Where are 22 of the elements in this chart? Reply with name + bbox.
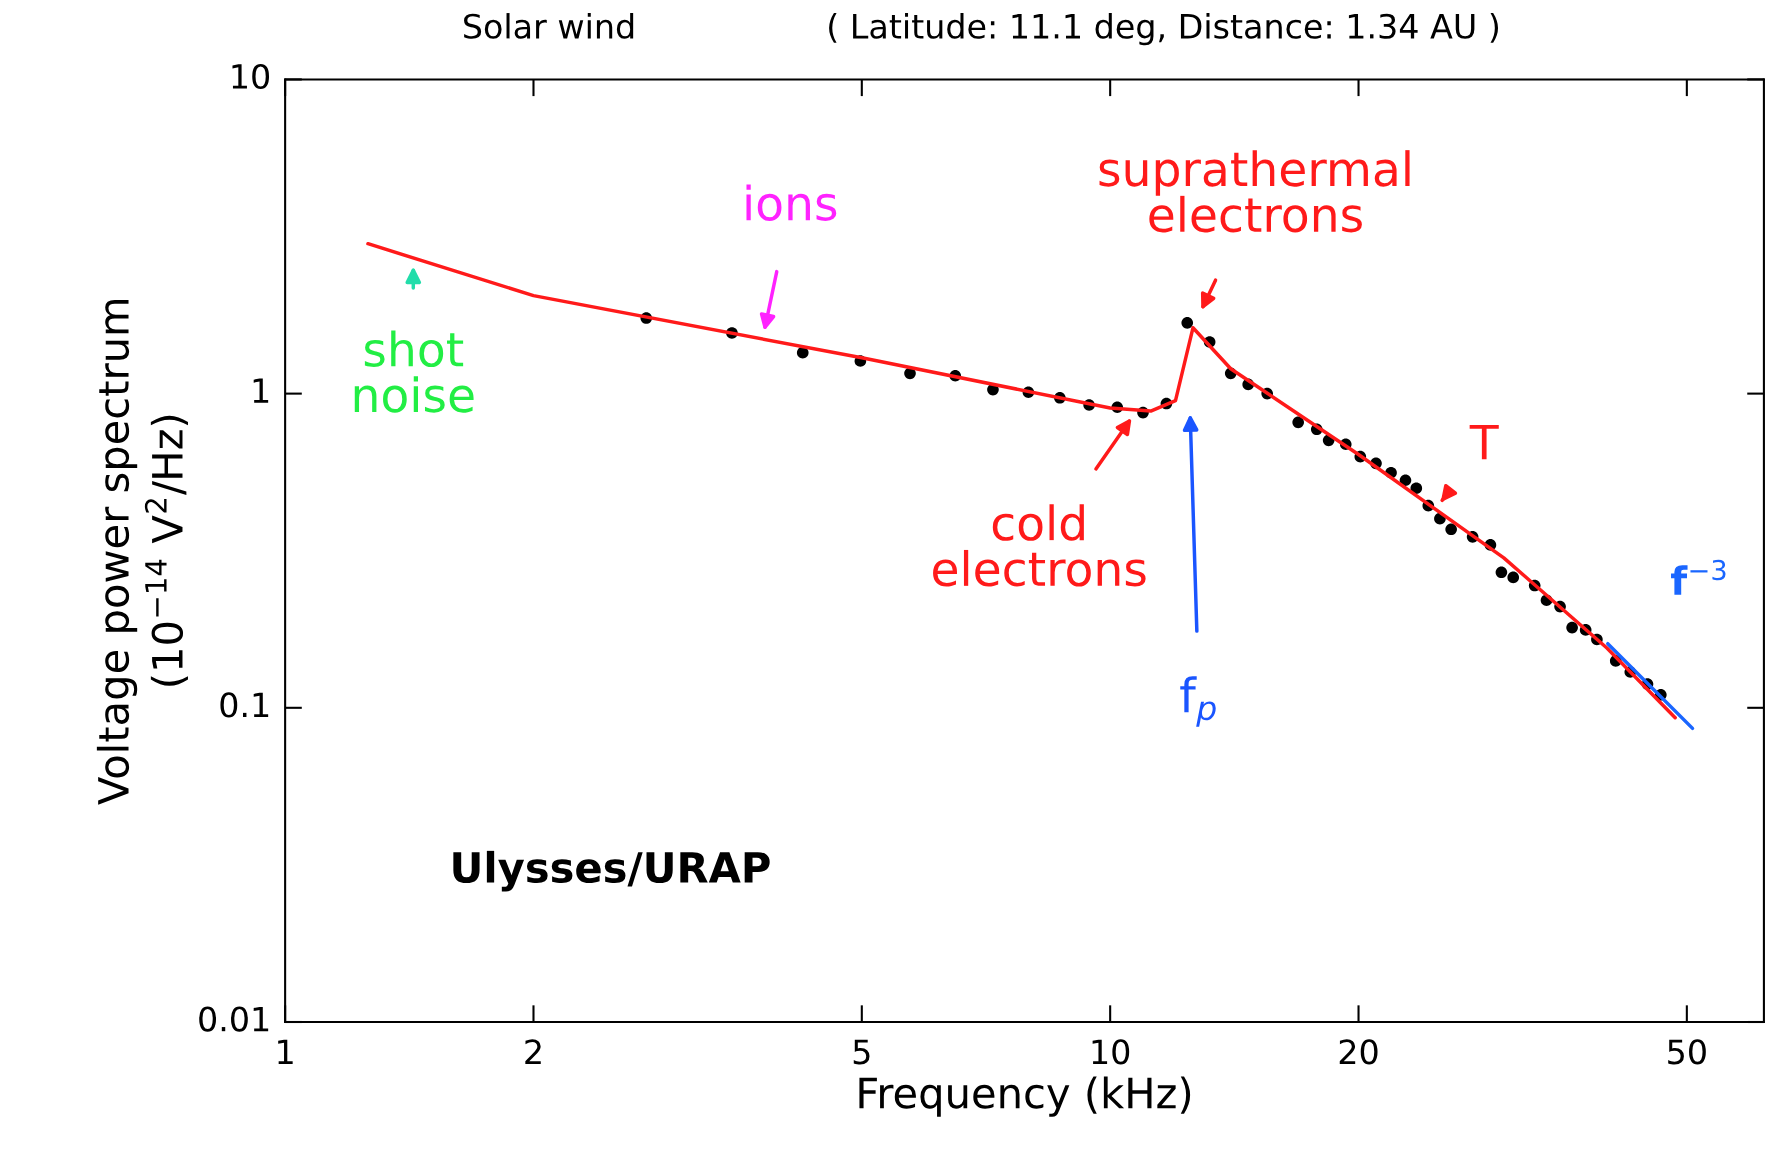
x-tick-label: 2 (525, 1039, 541, 1064)
annotation: f$_{p}$ (1180, 676, 1216, 727)
annotation: shot noise (354, 330, 474, 413)
x-tick-label: 5 (853, 1039, 870, 1065)
x-tick-label: 50 (1668, 1039, 1706, 1065)
chart-subtitle: ( Latitude: 11.1 deg, Distance: 1.34 AU ) (829, 13, 1499, 46)
x-tick-label: 10 (1092, 1039, 1130, 1065)
x-tick-label: 1 (278, 1039, 293, 1064)
chart-title: Solar wind (464, 13, 634, 39)
annotation: T (1469, 424, 1499, 460)
annotation: suprathermal electrons (1099, 150, 1410, 233)
annotation: Ulysses/URAP (453, 850, 770, 892)
annotation: cold electrons (933, 504, 1146, 587)
text: f$^{−3}$ (1671, 559, 1726, 595)
y-tick-label: 10 (232, 63, 270, 90)
annotation: ions (746, 184, 837, 221)
x-tick-label: 20 (1339, 1039, 1378, 1065)
y-tick-label: 0.01 (199, 1006, 269, 1032)
y-tick-label: 1 (253, 378, 269, 403)
y-axis-title: Voltage power spectrum (10$^{−14}$ V$^{2}$/Hz) (96, 299, 188, 805)
y-tick-label: 0.1 (220, 692, 269, 718)
x-axis-title: Frequency (kHz) (859, 1076, 1191, 1117)
